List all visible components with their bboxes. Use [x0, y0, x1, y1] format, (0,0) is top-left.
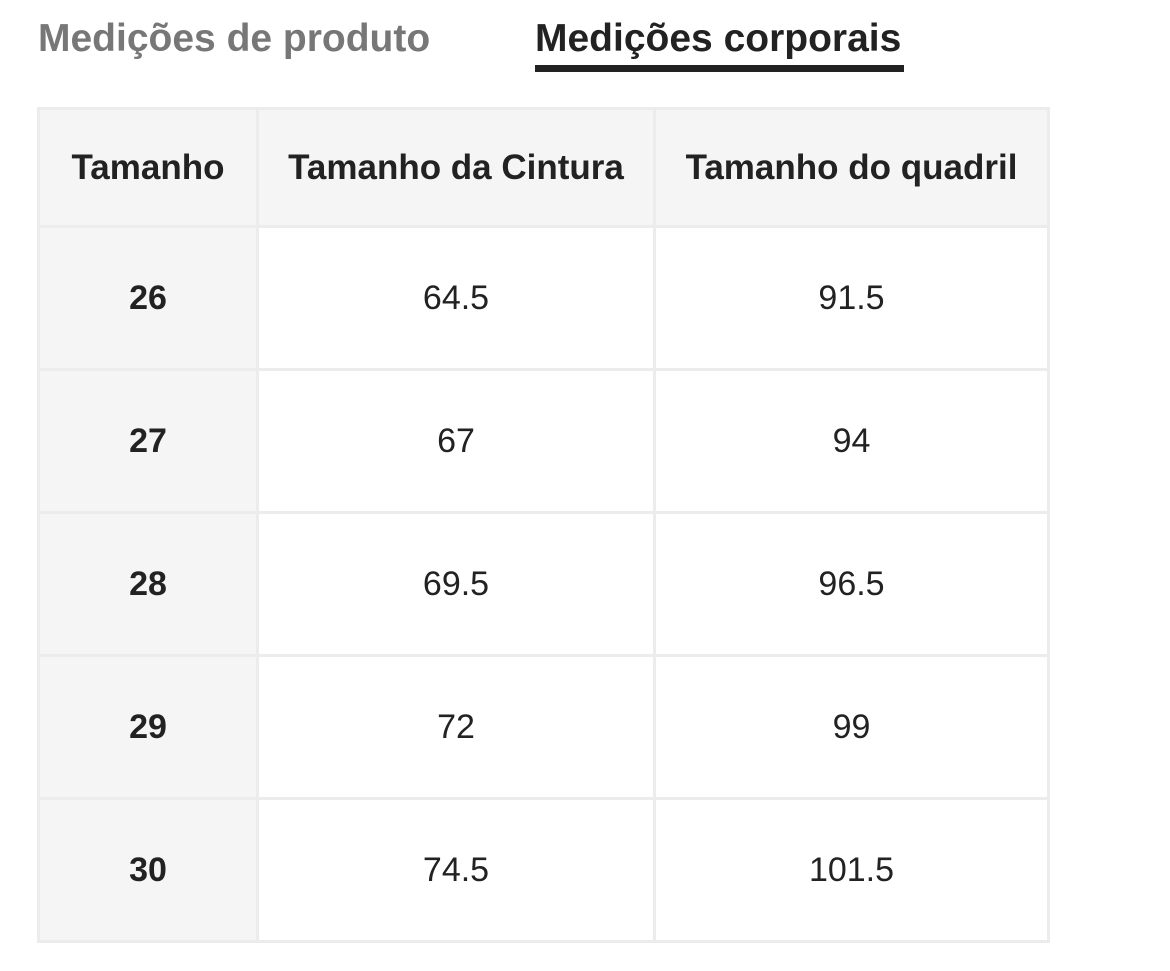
size-cell: 26 [37, 225, 259, 371]
table-row: 28 69.5 96.5 [37, 511, 1050, 657]
table-row: 29 72 99 [37, 654, 1050, 800]
waist-cell: 72 [256, 654, 656, 800]
hip-cell: 94 [653, 368, 1050, 514]
active-tab-underline [535, 65, 905, 72]
column-header-size: Tamanho [37, 107, 259, 228]
size-cell: 27 [37, 368, 259, 514]
size-cell: 28 [37, 511, 259, 657]
hip-cell: 96.5 [653, 511, 1050, 657]
column-header-waist: Tamanho da Cintura [256, 107, 656, 228]
size-cell: 29 [37, 654, 259, 800]
table-row: 30 74.5 101.5 [37, 797, 1050, 943]
table-header: Tamanho Tamanho da Cintura Tamanho do qu… [37, 107, 1050, 228]
waist-cell: 67 [256, 368, 656, 514]
table-header-row: Tamanho Tamanho da Cintura Tamanho do qu… [37, 107, 1050, 228]
hip-cell: 91.5 [653, 225, 1050, 371]
hip-cell: 101.5 [653, 797, 1050, 943]
table-body: 26 64.5 91.5 27 67 94 28 69.5 96.5 29 72… [37, 225, 1050, 943]
waist-cell: 74.5 [256, 797, 656, 943]
hip-cell: 99 [653, 654, 1050, 800]
tab-body-measurements[interactable]: Medições corporais [535, 14, 905, 72]
waist-cell: 64.5 [256, 225, 656, 371]
table-row: 26 64.5 91.5 [37, 225, 1050, 371]
size-chart-table: Tamanho Tamanho da Cintura Tamanho do qu… [37, 107, 1050, 943]
size-cell: 30 [37, 797, 259, 943]
measurement-tabs: Medições de produto Medições corporais [0, 0, 1170, 80]
tab-body-measurements-label: Medições corporais [535, 17, 902, 60]
tab-product-measurements[interactable]: Medições de produto [38, 14, 430, 64]
table-row: 27 67 94 [37, 368, 1050, 514]
waist-cell: 69.5 [256, 511, 656, 657]
column-header-hip: Tamanho do quadril [653, 107, 1050, 228]
tab-product-measurements-label: Medições de produto [38, 17, 431, 60]
